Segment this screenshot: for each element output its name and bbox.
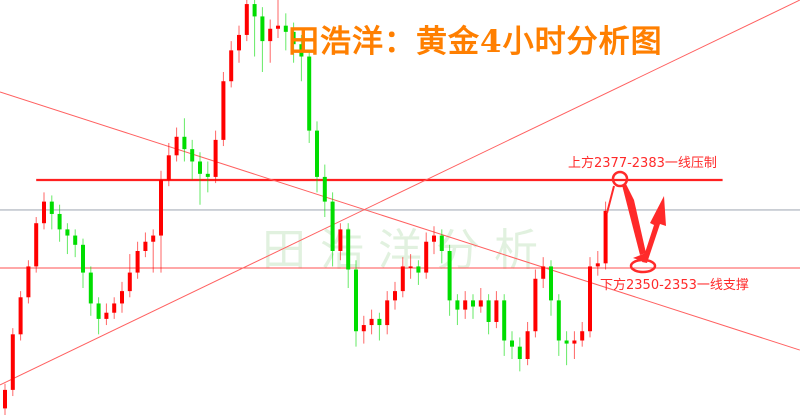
candle-body [322,176,327,202]
candle-body [104,312,109,319]
candle-body [455,300,460,310]
candle-body [502,300,507,341]
candle-body [291,31,296,45]
candle-body [127,272,132,292]
candle-body [595,263,600,267]
candle-body [494,300,499,322]
candle-body [369,318,374,326]
candle-body [96,303,101,319]
down-arrow [622,184,646,255]
candle-body [143,241,148,251]
candle-body [221,81,226,140]
candle-body [603,210,608,264]
candle-body [346,229,351,270]
candle-body [432,235,436,242]
candle-body [26,266,31,298]
candle-body [166,155,171,180]
up-arrow [642,196,666,263]
resistance-circle [611,170,629,188]
candle-body [533,278,538,332]
candle-body [408,266,413,268]
candle-body [556,300,561,341]
ascending-trendline [0,0,800,386]
candle-body [549,266,553,301]
candle-body [112,303,117,313]
candle-body [400,266,405,292]
candle-body [447,250,452,301]
candle-body [244,4,249,35]
candle-body [88,272,93,304]
candle-body [580,331,585,341]
candle-body [237,34,241,51]
candle-body [57,213,62,230]
candle-body [307,56,312,131]
candle-body [205,173,210,177]
support-label: 下方2350-2353一线支撑 [600,278,749,293]
candle-body [81,244,85,273]
candle-body [276,25,280,29]
candle-body [510,340,514,347]
candle-body [252,4,257,17]
chart-title: 田浩洋：黄金4小时分析图 [288,24,663,60]
candle-body [525,331,530,360]
candle-body [42,201,46,224]
candle-body [283,25,288,32]
candle-body [478,300,483,307]
candle-body [385,300,390,326]
candle-body [486,300,491,322]
arrow-stem [606,185,615,214]
candle-body [135,250,140,273]
candle-body [159,180,163,236]
descending-trendline [0,91,800,351]
candle-body [10,334,15,390]
candle-body [299,44,304,57]
candle-body [354,269,358,332]
candle-body [213,139,218,177]
candle-body [439,235,444,251]
candle-body [151,235,156,242]
candle-body [338,229,343,251]
candle-body [34,223,39,267]
candle-body [377,318,382,326]
candle-body [174,136,179,156]
candle-body [3,389,7,409]
candle-body [260,16,265,42]
candle-body [190,149,195,162]
resistance-label: 上方2377-2383一线压制 [568,156,717,171]
candle-body [18,297,23,335]
candle-body [564,340,569,344]
candle-body [120,291,124,304]
candle-body [315,130,319,177]
candle-body [424,241,429,273]
candle-body [517,346,522,360]
candle-body [330,201,335,251]
candle-body [198,161,202,174]
candle-body [229,50,234,82]
candle-body [416,266,421,273]
candle-body [393,291,397,301]
candle-body [463,300,468,310]
candle-body [182,136,187,150]
candle-body [73,235,78,245]
candle-body [471,300,475,307]
candle-body [541,266,546,279]
candle-body [361,325,366,332]
candle-body [572,340,577,344]
candle-body [268,28,273,42]
candle-body [588,266,592,332]
candle-body [65,229,70,236]
candle-body [49,201,54,214]
